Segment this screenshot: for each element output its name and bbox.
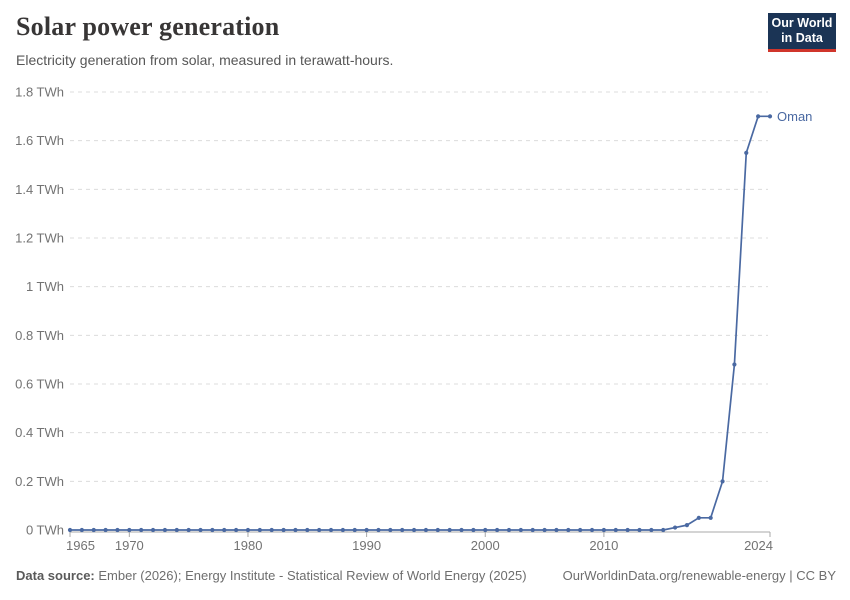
- data-point: [589, 527, 595, 533]
- series-line: [69, 115, 771, 531]
- data-point: [649, 527, 654, 533]
- entity-label: Oman: [777, 109, 812, 124]
- data-point: [67, 527, 73, 533]
- footer-link[interactable]: OurWorldinData.org/renewable-energy | CC…: [562, 568, 836, 583]
- data-point: [447, 527, 452, 533]
- data-point: [518, 527, 523, 533]
- y-tick-label: 1.6 TWh: [15, 133, 64, 148]
- data-point: [672, 525, 678, 530]
- data-point: [530, 527, 535, 533]
- data-point: [400, 527, 405, 533]
- data-point: [506, 527, 512, 533]
- y-tick-label: 0.4 TWh: [15, 425, 64, 440]
- y-tick-label: 1 TWh: [26, 279, 64, 294]
- data-point: [115, 527, 120, 533]
- data-point: [103, 527, 108, 533]
- y-tick-label: 0.2 TWh: [15, 474, 64, 489]
- page-title: Solar power generation: [16, 12, 280, 41]
- data-point: [352, 527, 357, 533]
- data-point: [684, 523, 690, 528]
- data-point: [305, 527, 310, 533]
- data-point: [174, 527, 179, 533]
- data-point: [162, 527, 168, 533]
- data-point: [234, 527, 239, 533]
- data-source-text: Ember (2026); Energy Institute - Statist…: [94, 568, 527, 583]
- data-point: [411, 527, 417, 533]
- y-tick-label: 0.6 TWh: [15, 377, 64, 392]
- x-tick-label: 2024: [744, 538, 773, 553]
- y-tick-label: 1.4 TWh: [15, 182, 64, 197]
- data-point: [423, 527, 429, 533]
- x-tick-label: 2000: [471, 538, 500, 553]
- x-tick-label: 1965: [66, 538, 95, 553]
- data-point: [222, 527, 227, 533]
- data-point: [637, 527, 642, 533]
- data-point: [328, 527, 334, 533]
- x-tick-label: 2010: [589, 538, 618, 553]
- data-point: [459, 527, 464, 533]
- data-point: [601, 527, 606, 533]
- data-point: [245, 527, 251, 533]
- chart-subtitle: Electricity generation from solar, measu…: [16, 52, 394, 68]
- data-point: [732, 362, 737, 367]
- y-tick-label: 0.8 TWh: [15, 328, 64, 343]
- data-point: [364, 527, 369, 533]
- data-point: [625, 527, 630, 533]
- owid-logo-line2: in Data: [781, 31, 823, 46]
- x-tick-label: 1990: [352, 538, 381, 553]
- data-point: [542, 527, 547, 533]
- data-point: [198, 527, 203, 533]
- data-point: [210, 527, 215, 533]
- data-point: [495, 527, 500, 533]
- data-point: [708, 515, 713, 520]
- x-tick-label: 1980: [234, 538, 263, 553]
- data-point: [281, 527, 286, 533]
- data-point: [767, 114, 773, 119]
- data-point: [566, 527, 571, 533]
- data-point: [554, 527, 559, 533]
- data-point: [269, 527, 274, 533]
- data-point: [744, 150, 749, 155]
- data-point: [91, 527, 96, 533]
- data-point: [435, 527, 440, 533]
- data-point: [376, 527, 381, 533]
- data-source-note: Data source: Ember (2026); Energy Instit…: [16, 568, 527, 583]
- data-point: [186, 527, 191, 533]
- data-point: [720, 479, 725, 484]
- y-tick-label: 1.8 TWh: [15, 85, 64, 100]
- data-point: [139, 527, 144, 533]
- data-point: [293, 527, 298, 533]
- data-point: [79, 527, 84, 533]
- data-point: [317, 527, 322, 533]
- x-tick-label: 1970: [115, 538, 144, 553]
- data-point: [388, 527, 393, 533]
- y-tick-label: 1.2 TWh: [15, 231, 64, 246]
- data-source-label: Data source:: [16, 568, 95, 583]
- data-point: [150, 527, 156, 533]
- data-point: [340, 527, 345, 533]
- data-point: [127, 527, 132, 533]
- data-point: [471, 527, 476, 533]
- data-point: [661, 527, 666, 533]
- owid-logo[interactable]: Our World in Data: [768, 13, 836, 52]
- data-point: [756, 114, 761, 119]
- data-point: [483, 527, 488, 533]
- owid-logo-line1: Our World: [771, 16, 833, 30]
- data-point: [257, 527, 262, 533]
- y-tick-label: 0 TWh: [26, 523, 64, 538]
- data-point: [613, 527, 618, 533]
- data-point: [696, 515, 701, 520]
- data-point: [578, 527, 583, 533]
